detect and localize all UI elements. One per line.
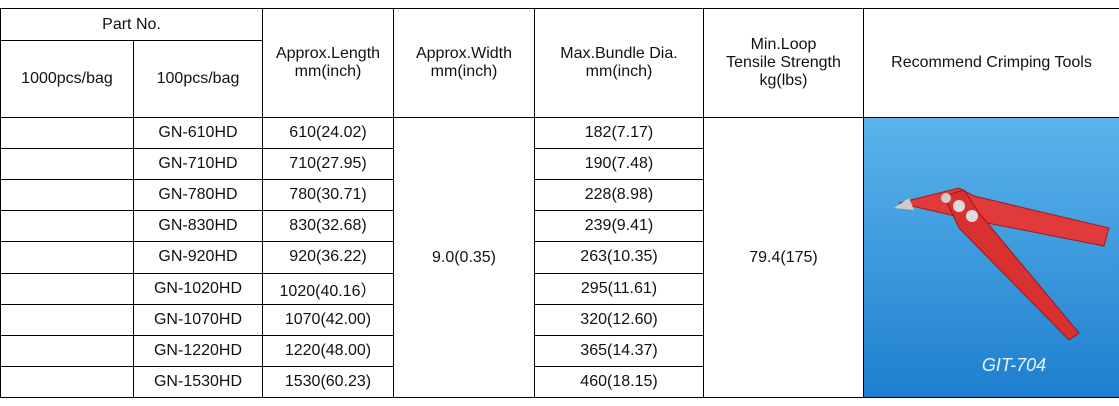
empty-cell — [0, 334, 134, 367]
part-cell: GN-1220HD — [133, 334, 263, 367]
part-cell: GN-710HD — [133, 148, 263, 181]
tool-nose — [894, 198, 914, 210]
length-cell: 780(30.71) — [262, 179, 394, 212]
header-cell-line: mm(inch) — [430, 63, 498, 80]
header-cell: Approx.Length mm(inch) — [262, 8, 394, 118]
header-cell-line: Max.Bundle Dia. — [560, 45, 678, 62]
data-row: GN-920HD 920(36.22) 263(10.35) — [0, 241, 1119, 274]
length-cell: 920(36.22) — [262, 241, 394, 274]
bundle-cell: 190(7.48) — [534, 148, 704, 181]
header-cell: Part No. — [0, 8, 263, 41]
width-cell: 9.0(0.35) — [393, 117, 535, 398]
header-cell-line: kg(lbs) — [759, 72, 808, 89]
header-cell: 1000pcs/bag — [0, 40, 134, 118]
length-cell: 710(27.95) — [262, 148, 394, 181]
tool-pin — [941, 193, 951, 203]
tool-image: GIT-704 — [864, 118, 1119, 397]
data-row: GN-780HD 780(30.71) 228(8.98) — [0, 179, 1119, 212]
part-cell: GN-1070HD — [133, 303, 263, 336]
part-cell: GN-1020HD — [133, 272, 263, 305]
length-cell: 830(32.68) — [262, 210, 394, 243]
tool-pin — [953, 200, 965, 212]
tool-pin — [966, 210, 978, 222]
data-row: GN-610HD 610(24.02) 9.0(0.35) 182(7.17) 79.4… — [0, 116, 1119, 398]
bundle-cell: 182(7.17) — [534, 116, 704, 150]
part-cell: GN-1530HD — [133, 365, 263, 399]
tool-image-cell: GIT-704 — [863, 117, 1119, 398]
data-row: GN-710HD 710(27.95) 190(7.48) — [0, 148, 1119, 181]
bundle-cell: 239(9.41) — [534, 210, 704, 243]
header-cell: Recommend Crimping Tools — [863, 8, 1119, 118]
data-row: GN-1070HD 1070(42.00) 320(12.60) — [0, 303, 1119, 336]
length-cell: 1220(48.00) — [262, 334, 394, 367]
header-cell: Approx.Width mm(inch) — [393, 8, 535, 118]
tensile-cell: 79.4(175) — [703, 117, 864, 398]
header-cell: 100pcs/bag — [133, 40, 263, 118]
part-cell: GN-830HD — [133, 210, 263, 243]
part-cell: GN-610HD — [133, 116, 263, 150]
bundle-cell: 228(8.98) — [534, 179, 704, 212]
empty-cell — [0, 303, 134, 336]
data-row: GN-1530HD 1530(60.23) 460(18.15) — [0, 365, 1119, 399]
tool-label: GIT-704 — [982, 355, 1046, 375]
bundle-cell: 320(12.60) — [534, 303, 704, 336]
header-cell-line: Approx.Width — [415, 45, 513, 62]
length-cell: 1020(40.16） — [262, 272, 394, 305]
tool-handle — [943, 189, 1080, 341]
empty-cell — [0, 241, 134, 274]
empty-cell — [0, 148, 134, 181]
empty-cell — [0, 179, 134, 212]
data-row: GN-1220HD 1220(48.00) 365(14.37) — [0, 334, 1119, 367]
header-cell: Max.Bundle Dia. mm(inch) — [534, 8, 704, 118]
length-cell: 1530(60.23) — [262, 365, 394, 399]
bundle-cell: 295(11.61) — [534, 272, 704, 305]
header-row: 1000pcs/bag 100pcs/bag — [0, 40, 1119, 118]
data-row: GN-1020HD 1020(40.16） 295(11.61) — [0, 272, 1119, 305]
header-cell: Min.Loop Tensile Strength kg(lbs) — [703, 8, 864, 118]
bundle-cell: 365(14.37) — [534, 334, 704, 367]
empty-cell — [0, 210, 134, 243]
part-cell: GN-920HD — [133, 241, 263, 274]
empty-cell — [0, 272, 134, 305]
spec-table: Part No. Approx.Length mm(inch) Approx.Widt… — [0, 8, 1119, 399]
empty-cell — [0, 116, 134, 150]
header-cell-line: Tensile Strength — [726, 54, 841, 71]
header-cell-line: mm(inch) — [294, 63, 362, 80]
bundle-cell: 263(10.35) — [534, 241, 704, 274]
part-cell: GN-780HD — [133, 179, 263, 212]
bundle-cell: 460(18.15) — [534, 365, 704, 399]
header-cell-line: Approx.Length — [275, 45, 381, 62]
empty-cell — [0, 365, 134, 399]
length-cell: 610(24.02) — [262, 116, 394, 150]
header-row: Part No. Approx.Length mm(inch) Approx.Widt… — [0, 8, 1119, 118]
length-cell: 1070(42.00) — [262, 303, 394, 336]
header-cell-line: mm(inch) — [585, 63, 653, 80]
header-cell-line: Min.Loop — [750, 36, 817, 53]
